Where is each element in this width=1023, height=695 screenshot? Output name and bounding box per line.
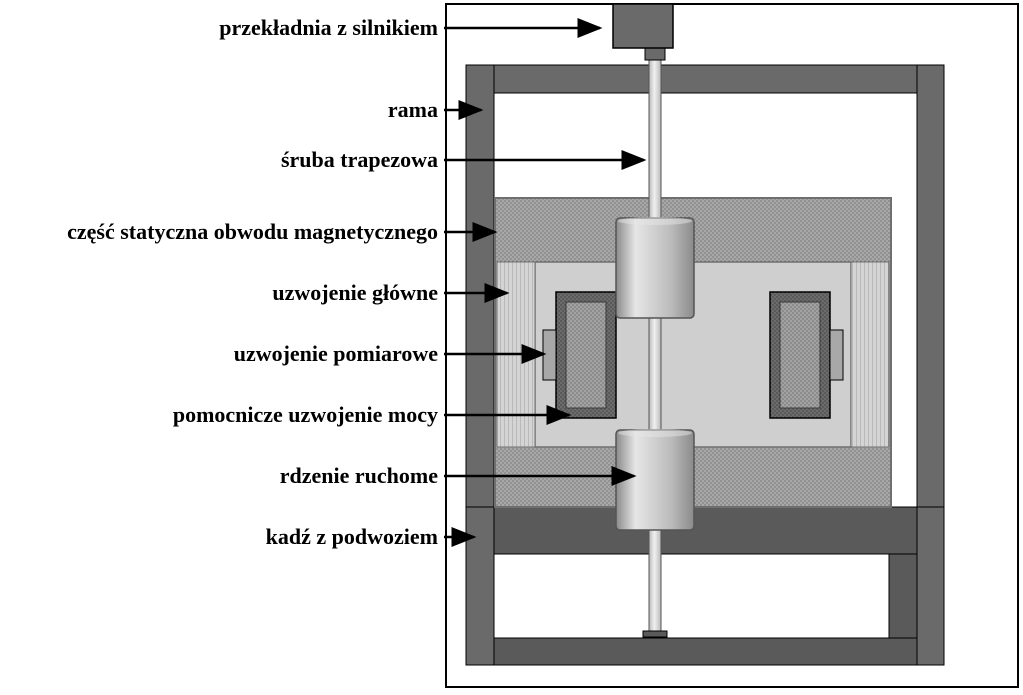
label-aux-power-winding: pomocnicze uzwojenie mocy [0,402,438,428]
main-winding-right [851,262,889,447]
screw-bottom-stop [643,631,667,637]
diagram-canvas: przekładnia z silnikiem rama śruba trapezo… [0,0,1023,695]
tank-bottom [466,638,917,665]
label-frame: rama [0,97,438,123]
trapezoidal-screw [649,60,661,631]
measure-tab-right [830,330,843,380]
label-main-winding: uzwojenie główne [0,280,438,306]
frame-right-overlay [917,507,944,665]
aux-coil-left-inner [566,302,606,408]
label-motor-gear: przekładnia z silnikiem [0,15,438,41]
tank-right [889,554,917,638]
aux-coil-right-inner [780,302,820,408]
moving-core-bottom [616,430,694,530]
frame-left-overlay [466,507,494,665]
moving-core-top [616,218,694,318]
label-trapezoidal-screw: śruba trapezowa [0,147,438,173]
measure-tab-left [543,330,556,380]
label-measure-winding: uzwojenie pomiarowe [0,341,438,367]
label-moving-cores: rdzenie ruchome [0,463,438,489]
motor-gearbox [613,4,673,48]
label-chassis-tank: kadź z podwoziem [0,524,438,550]
label-static-magnetic: część statyczna obwodu magnetycznego [0,219,438,245]
frame-top [466,65,944,93]
